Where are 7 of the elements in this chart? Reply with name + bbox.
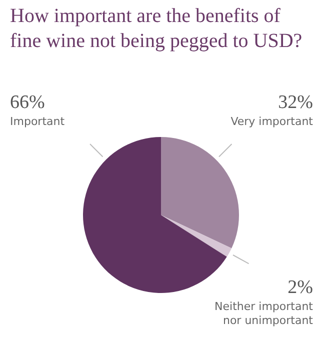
slice-label: Very important: [230, 114, 314, 128]
slice-label: Neither important nor unimportant: [214, 300, 314, 327]
data-label: 66%: [10, 92, 45, 113]
data-label: 2%: [288, 276, 314, 298]
slice-label: Important: [10, 114, 66, 128]
chart-title: How important are the benefits of fine wine not being pegged to USD?: [10, 4, 304, 54]
data-label: 32%: [278, 92, 314, 113]
